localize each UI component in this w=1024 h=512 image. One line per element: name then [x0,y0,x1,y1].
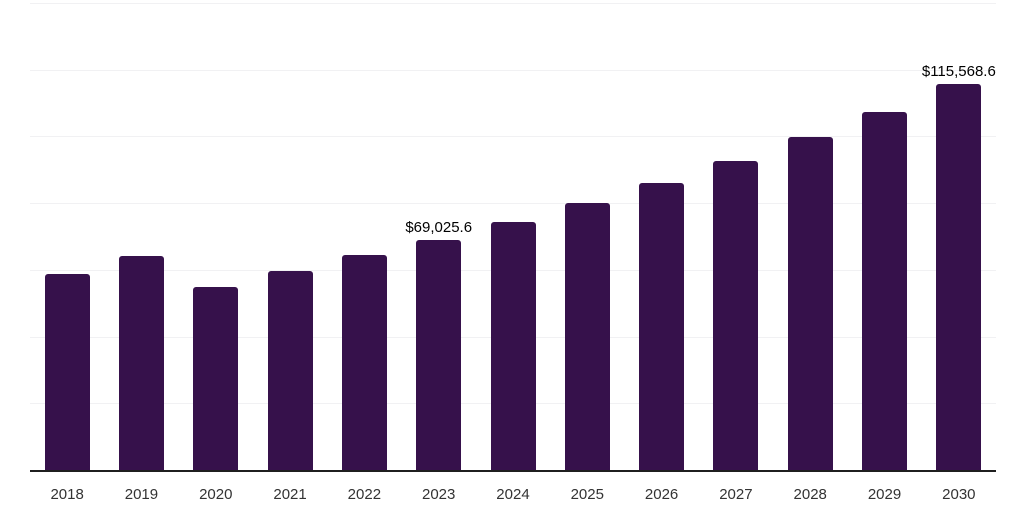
gridline-120000 [30,69,996,71]
data-label-2023: $69,025.6 [405,218,473,236]
gridline-140000 [30,3,996,4]
bar-2026 [639,182,685,470]
x-tick-label-2026: 2026 [644,486,679,503]
gridline-80000 [30,203,996,205]
bar-2024 [490,222,536,470]
x-tick-label-2023: 2023 [421,486,456,503]
x-tick-label-2018: 2018 [50,486,84,503]
bar-2030 [936,84,982,470]
x-tick-label-2028: 2028 [793,486,827,503]
x-tick-label-2030: 2030 [942,486,976,503]
bar-2029 [862,111,908,470]
x-tick-label-2022: 2022 [347,486,382,503]
x-tick-label-2019: 2019 [124,486,159,503]
bar-2022 [341,254,387,470]
bar-2018 [44,273,90,470]
data-label-2030: $115,568.6 [921,63,996,81]
x-tick-label-2029: 2029 [867,486,902,503]
x-tick-label-2027: 2027 [719,486,753,503]
x-tick-label-2024: 2024 [496,486,530,503]
bar-2028 [787,137,833,470]
x-axis-line [30,470,996,472]
bar-2023 [416,239,462,470]
bar-2025 [564,203,610,470]
bar-2027 [713,160,759,470]
bar-2019 [118,255,164,470]
bar-2021 [267,270,313,470]
x-tick-label-2020: 2020 [199,486,233,503]
x-tick-label-2021: 2021 [273,486,307,503]
bar-2020 [193,286,239,470]
x-tick-label-2025: 2025 [570,486,604,503]
gridline-100000 [30,136,996,138]
